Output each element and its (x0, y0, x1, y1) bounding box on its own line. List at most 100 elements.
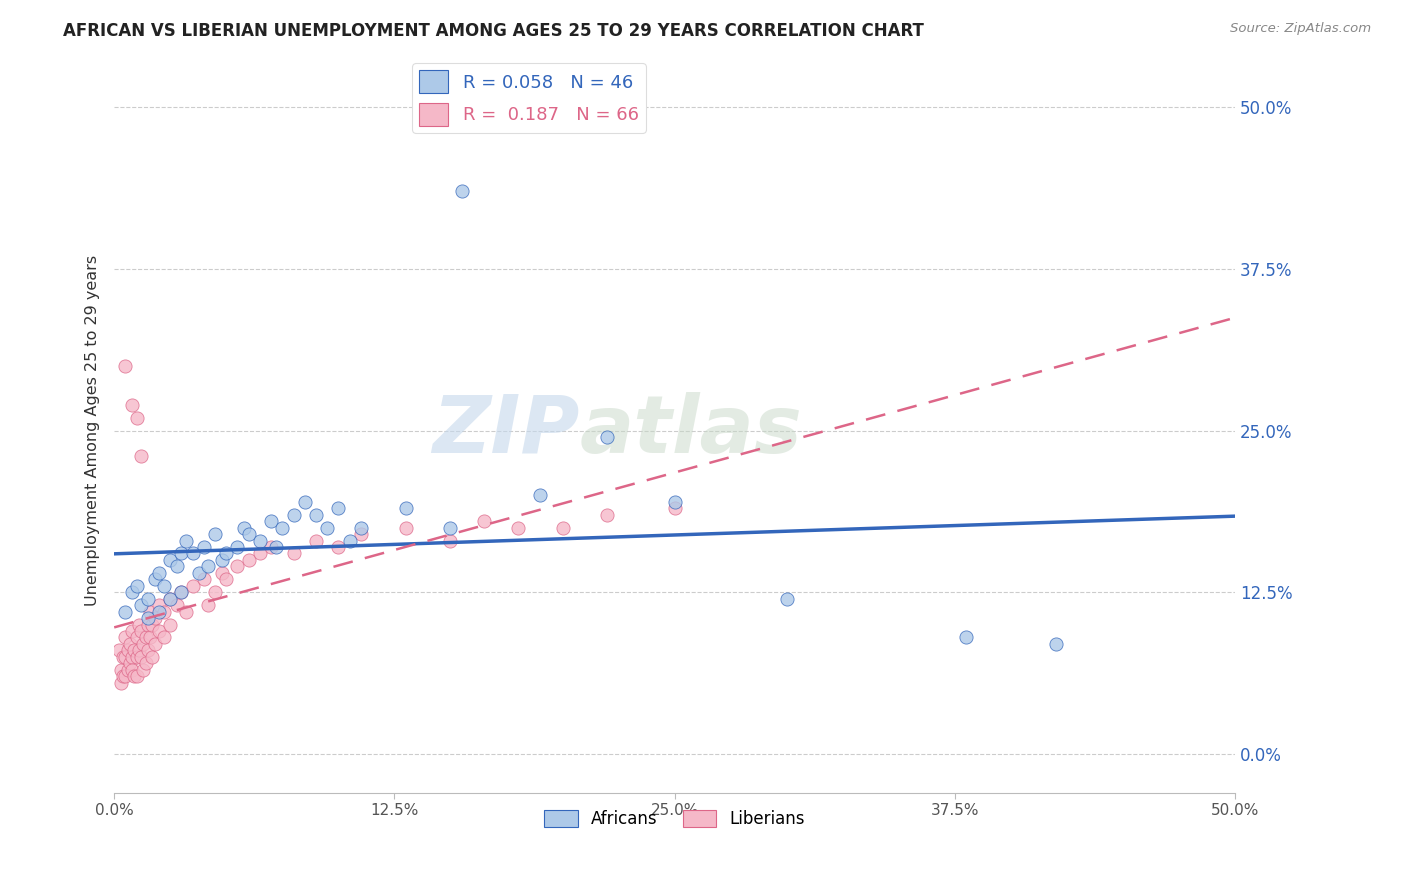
Point (260, 540, 283, 554)
Point (215, 572, 238, 586)
Point (117, 663, 139, 677)
Point (121, 624, 143, 638)
Point (125, 669, 148, 683)
Point (121, 398, 143, 412)
Point (136, 611, 159, 625)
Point (271, 520, 294, 534)
Point (1045, 637, 1067, 651)
Point (339, 533, 361, 548)
Point (159, 617, 181, 632)
Point (136, 591, 159, 606)
Point (132, 663, 155, 677)
Text: Source: ZipAtlas.com: Source: ZipAtlas.com (1230, 22, 1371, 36)
Point (121, 663, 143, 677)
Point (328, 501, 350, 516)
Point (529, 488, 551, 502)
Point (166, 559, 188, 574)
Point (204, 527, 226, 541)
Point (305, 533, 328, 548)
Point (596, 508, 619, 522)
Point (135, 631, 157, 645)
Point (394, 501, 416, 516)
Point (135, 657, 157, 671)
Point (170, 585, 193, 599)
Point (152, 605, 174, 619)
Point (141, 617, 163, 632)
Point (664, 501, 686, 516)
Point (328, 540, 350, 554)
Point (143, 637, 166, 651)
Point (118, 637, 141, 651)
Point (136, 617, 159, 632)
Point (260, 514, 283, 528)
Point (174, 533, 197, 548)
Point (143, 611, 166, 625)
Point (776, 591, 799, 606)
Point (197, 598, 219, 612)
Point (125, 579, 148, 593)
Point (166, 598, 188, 612)
Point (125, 649, 148, 664)
Point (148, 605, 170, 619)
Point (139, 605, 162, 619)
Point (233, 520, 256, 534)
Point (124, 643, 146, 657)
Point (664, 494, 686, 508)
Text: ZIP: ZIP (432, 392, 579, 469)
Text: AFRICAN VS LIBERIAN UNEMPLOYMENT AMONG AGES 25 TO 29 YEARS CORRELATION CHART: AFRICAN VS LIBERIAN UNEMPLOYMENT AMONG A… (63, 22, 924, 40)
Point (450, 185, 472, 199)
Point (132, 637, 155, 651)
Point (193, 572, 215, 586)
Point (114, 359, 136, 373)
Point (211, 553, 233, 567)
Point (350, 520, 373, 534)
Point (125, 410, 148, 425)
Point (128, 617, 150, 632)
Point (124, 669, 146, 683)
Point (143, 572, 166, 586)
Point (136, 643, 159, 657)
Point (472, 514, 495, 528)
Point (170, 585, 193, 599)
Y-axis label: Unemployment Among Ages 25 to 29 years: Unemployment Among Ages 25 to 29 years (86, 255, 100, 607)
Point (141, 649, 163, 664)
Point (114, 669, 136, 683)
Point (152, 579, 174, 593)
Point (148, 566, 170, 580)
Point (117, 643, 139, 657)
Point (125, 631, 148, 645)
Point (204, 585, 226, 599)
Point (506, 520, 529, 534)
Point (148, 598, 170, 612)
Point (107, 643, 129, 657)
Point (188, 566, 211, 580)
Point (114, 631, 136, 645)
Point (294, 494, 316, 508)
Point (174, 605, 197, 619)
Point (264, 540, 287, 554)
Point (305, 508, 328, 522)
Point (439, 533, 461, 548)
Point (129, 649, 152, 664)
Point (181, 579, 204, 593)
Point (110, 663, 132, 677)
Point (249, 533, 271, 548)
Point (112, 669, 135, 683)
Point (152, 631, 174, 645)
Point (226, 540, 249, 554)
Point (121, 649, 143, 664)
Point (439, 520, 461, 534)
Point (955, 631, 977, 645)
Point (197, 559, 219, 574)
Point (211, 566, 233, 580)
Point (139, 631, 162, 645)
Point (129, 624, 152, 638)
Point (316, 520, 339, 534)
Point (596, 430, 619, 444)
Point (112, 649, 135, 664)
Point (238, 553, 260, 567)
Point (129, 598, 152, 612)
Point (249, 546, 271, 560)
Point (226, 559, 249, 574)
Point (118, 657, 141, 671)
